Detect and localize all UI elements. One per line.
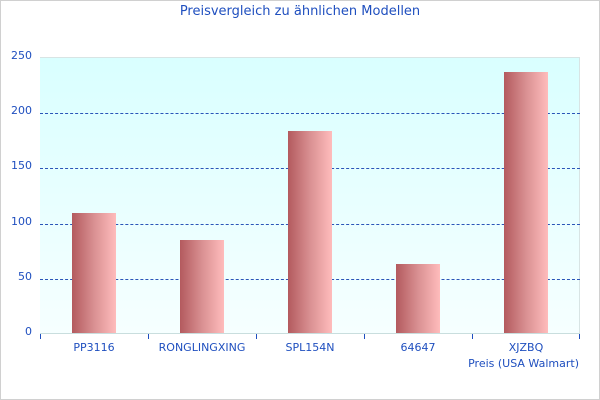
x-axis-line xyxy=(40,333,580,334)
x-tick-label: 64647 xyxy=(400,341,436,354)
x-tick-mark xyxy=(472,334,473,339)
bar-spl154n xyxy=(288,130,332,334)
x-tick-mark xyxy=(40,334,41,339)
x-axis-title: Preis (USA Walmart) xyxy=(468,357,579,370)
x-tick-label: SPL154N xyxy=(285,341,335,354)
x-tick-mark xyxy=(579,334,580,339)
x-tick-mark xyxy=(364,334,365,339)
bar-ronglingxing xyxy=(180,240,224,334)
chart-title: Preisvergleich zu ähnlichen Modellen xyxy=(179,4,421,19)
y-tick-label: 150 xyxy=(11,159,32,173)
x-tick-label: PP3116 xyxy=(73,341,115,354)
x-tick-mark xyxy=(256,334,257,339)
x-tick-mark xyxy=(148,334,149,339)
gridline xyxy=(40,113,580,115)
y-tick-label: 100 xyxy=(11,214,32,228)
x-tick-label: RONGLINGXING xyxy=(158,341,246,354)
y-tick-label: 250 xyxy=(11,49,32,62)
bar-xjzbq xyxy=(504,72,548,334)
bar-64647 xyxy=(396,264,440,334)
y-tick-label: 0 xyxy=(25,325,32,338)
bar-pp3116 xyxy=(72,212,116,334)
y-tick-label: 200 xyxy=(11,104,32,118)
plot-area xyxy=(40,57,580,334)
y-tick-label: 50 xyxy=(18,269,32,283)
x-tick-label: XJZBQ xyxy=(508,341,544,354)
